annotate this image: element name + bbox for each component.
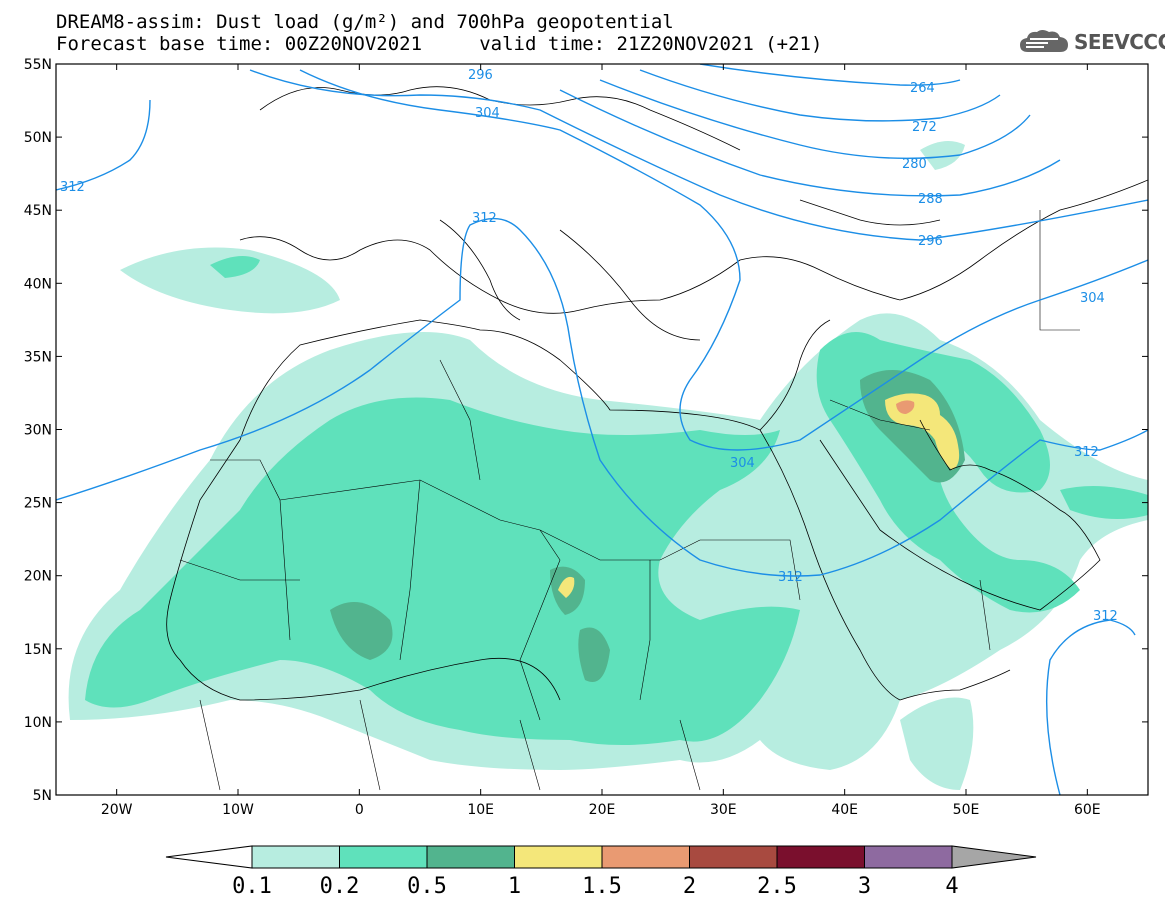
isoline-label: 312 [1074, 445, 1099, 460]
isoline-label: 304 [730, 456, 755, 471]
isoline-272 [639, 69, 1001, 122]
lon-tick-label: 10E [467, 802, 494, 818]
colorbar-segment [689, 845, 778, 869]
isoline-264 [699, 64, 961, 86]
colorbar-label: 0.1 [232, 874, 272, 899]
isoline-label: 288 [918, 192, 943, 207]
isoline-304 [299, 69, 1148, 451]
lon-tick-label: 50E [953, 802, 980, 818]
colorbar-label: 1.5 [582, 874, 622, 899]
isoline-label: 272 [912, 120, 937, 135]
isoline-label: 312 [60, 180, 85, 195]
isoline-296 [249, 69, 1148, 241]
colorbar: 0.1 0.2 0.5 1 1.5 2 2.5 3 4 [165, 845, 1037, 899]
latitude-axis: 55N 50N 45N 40N 35N 30N 25N 20N 15N 10N 5N [24, 57, 1148, 804]
colorbar-label: 4 [945, 874, 958, 899]
isoline-312 [1045, 619, 1136, 795]
colorbar-label: 0.2 [320, 874, 360, 899]
lon-tick-label: 20E [589, 802, 616, 818]
isoline-280 [599, 79, 1031, 160]
isoline-label: 264 [910, 81, 935, 96]
lon-tick-label: 10W [222, 802, 254, 818]
lon-tick-label: 20W [101, 802, 133, 818]
lat-tick-label: 50N [24, 130, 52, 146]
lon-tick-label: 0 [355, 802, 364, 818]
colorbar-segment [601, 845, 690, 869]
lat-tick-label: 30N [24, 423, 52, 439]
lat-tick-label: 20N [24, 569, 52, 585]
colorbar-label: 3 [858, 874, 871, 899]
isoline-label: 296 [468, 68, 493, 83]
colorbar-under-arrow [165, 845, 253, 869]
colorbar-over-arrow [951, 845, 1037, 869]
lat-tick-label: 55N [24, 57, 52, 73]
isoline-label: 296 [918, 234, 943, 249]
dust-region-medium [85, 397, 800, 745]
colorbar-segment [514, 845, 603, 869]
dust-region-high [558, 576, 575, 598]
colorbar-segment [426, 845, 515, 869]
isoline-labels: 264 272 280 288 296 304 304 304 312 312 … [60, 68, 1118, 624]
logo-text: SEEVCCC [1074, 30, 1165, 54]
dust-region-light [920, 141, 965, 170]
isoline-label: 304 [475, 106, 500, 121]
dust-region-light [120, 247, 340, 314]
lat-tick-label: 25N [24, 496, 52, 512]
dust-region-dark [330, 602, 393, 660]
dust-region-dark [578, 627, 610, 682]
lat-tick-label: 35N [24, 349, 52, 365]
lat-tick-label: 15N [24, 642, 52, 658]
isoline-312 [56, 217, 1148, 577]
isoline-label: 304 [1080, 291, 1105, 306]
isoline-312 [56, 99, 151, 191]
isoline-label: 280 [902, 157, 927, 172]
dust-region-peak [896, 400, 915, 414]
cloud-icon [1020, 30, 1068, 52]
longitude-axis: 20W 10W 0 10E 20E 30E 40E 50E 60E [101, 64, 1101, 818]
colorbar-segment [339, 845, 428, 869]
lon-tick-label: 40E [831, 802, 858, 818]
dust-region-medium [1060, 486, 1148, 519]
isoline-label: 312 [472, 211, 497, 226]
lat-tick-label: 45N [24, 203, 52, 219]
lon-tick-label: 60E [1074, 802, 1101, 818]
lat-tick-label: 5N [33, 788, 52, 804]
colorbar-label: 2.5 [757, 874, 797, 899]
dust-region-light [900, 697, 974, 790]
colorbar-segment [864, 845, 953, 869]
colorbar-label: 1 [508, 874, 521, 899]
isoline-label: 312 [1093, 609, 1118, 624]
isoline-288 [559, 89, 1061, 197]
dust-region-medium [210, 256, 260, 278]
dust-field [68, 141, 1148, 790]
seevccc-logo: SEEVCCC [1018, 28, 1165, 56]
colorbar-segment [251, 845, 340, 869]
lon-tick-label: 30E [710, 802, 737, 818]
colorbar-label: 0.5 [407, 874, 447, 899]
lat-tick-label: 10N [24, 715, 52, 731]
lat-tick-label: 40N [24, 276, 52, 292]
geopotential-isolines [56, 64, 1148, 795]
isoline-label: 312 [778, 570, 803, 585]
colorbar-label: 2 [683, 874, 696, 899]
chart-subtitle: Forecast base time: 00Z20NOV2021 valid t… [56, 33, 823, 55]
colorbar-segment [776, 845, 865, 869]
chart-title: DREAM8-assim: Dust load (g/m²) and 700hP… [56, 11, 674, 33]
